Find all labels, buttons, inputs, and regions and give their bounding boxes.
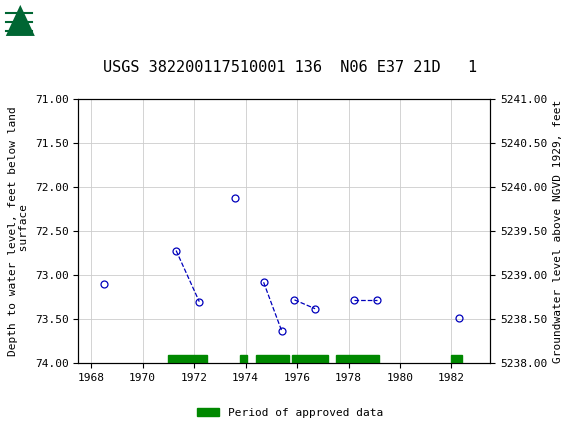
Y-axis label: Depth to water level, feet below land
 surface: Depth to water level, feet below land su… — [8, 106, 29, 356]
Polygon shape — [6, 5, 35, 36]
Bar — [241, 355, 247, 363]
Bar — [168, 355, 207, 363]
Text: USGS: USGS — [44, 12, 99, 29]
Bar — [451, 355, 462, 363]
Bar — [336, 355, 379, 363]
Text: USGS 382200117510001 136  N06 E37 21D   1: USGS 382200117510001 136 N06 E37 21D 1 — [103, 60, 477, 75]
Bar — [292, 355, 328, 363]
Bar — [256, 355, 289, 363]
FancyBboxPatch shape — [5, 5, 37, 36]
Legend: Period of approved data: Period of approved data — [193, 403, 387, 422]
Y-axis label: Groundwater level above NGVD 1929, feet: Groundwater level above NGVD 1929, feet — [553, 99, 563, 363]
